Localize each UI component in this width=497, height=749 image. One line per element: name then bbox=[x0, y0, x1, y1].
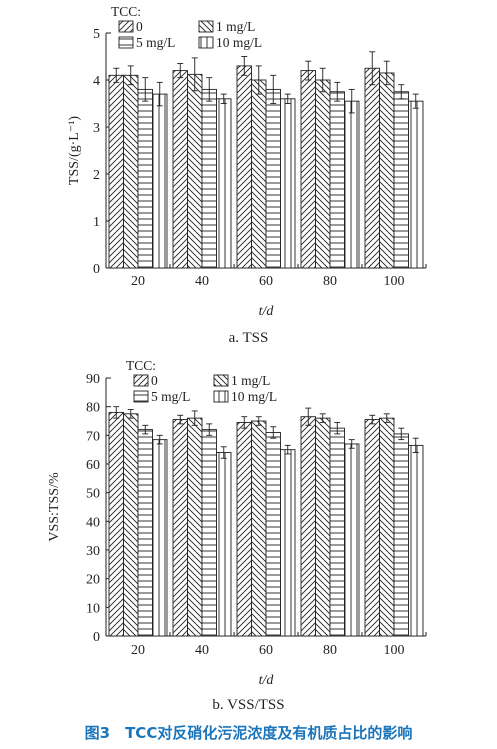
bar bbox=[236, 421, 252, 637]
legend: TCC:0 1 mg/L 5 mg/L 10 mg/L bbox=[111, 4, 262, 50]
bar bbox=[315, 79, 331, 269]
legend: TCC:0 1 mg/L 5 mg/L 10 mg/L bbox=[126, 358, 277, 404]
bar bbox=[393, 433, 409, 637]
bar bbox=[265, 432, 281, 637]
bar bbox=[329, 427, 345, 637]
x-tick-label: 60 bbox=[259, 643, 273, 658]
bar bbox=[408, 100, 424, 269]
x-tick-label: 60 bbox=[259, 274, 273, 289]
y-tick-label: 80 bbox=[86, 401, 100, 416]
x-tick-label: 100 bbox=[384, 274, 405, 289]
vss-tss-chart: 0 10 20 30 40 50 60 70 80 90 20 40 60 80 100 t/d VSS:TSS… bbox=[47, 358, 427, 688]
figure-caption: 图3 TCC对反硝化污泥浓度及有机质占比的影响 bbox=[84, 724, 413, 742]
legend-label: 10 mg/L bbox=[231, 389, 277, 404]
bar bbox=[265, 88, 281, 269]
x-axis-title: t/d bbox=[259, 304, 275, 319]
chart-panel-vss-tss: 0 10 20 30 40 50 60 70 80 90 20 40 60 80 100 t/d VSS:TSS… bbox=[0, 358, 497, 707]
bar bbox=[187, 73, 203, 269]
bar bbox=[251, 420, 267, 637]
bar bbox=[137, 429, 153, 637]
y-tick-label: 10 bbox=[86, 601, 100, 616]
bar bbox=[344, 443, 360, 637]
bar bbox=[280, 98, 296, 269]
y-tick-label: 3 bbox=[93, 121, 100, 136]
y-tick-label: 5 bbox=[93, 27, 100, 42]
subcaption-vss-tss: b. VSS/TSS bbox=[212, 697, 285, 713]
legend-label: 10 mg/L bbox=[216, 35, 262, 50]
y-tick-label: 90 bbox=[86, 372, 100, 387]
legend-swatch bbox=[118, 36, 134, 49]
x-tick-label: 80 bbox=[323, 643, 337, 658]
bar bbox=[393, 91, 409, 269]
legend-label: 1 mg/L bbox=[216, 19, 255, 34]
y-tick-label: 40 bbox=[86, 515, 100, 530]
x-axis-title: t/d bbox=[259, 673, 275, 688]
bar bbox=[152, 93, 168, 269]
x-tick-label: 40 bbox=[195, 274, 209, 289]
x-tick-label: 20 bbox=[131, 274, 145, 289]
chart-panel-tss: 0 1 2 3 4 5 20 40 60 80 100 t/d TSS/(g·L⁻¹) TCC: 0 1 mg… bbox=[0, 0, 497, 345]
bar bbox=[364, 419, 380, 637]
x-tick-label: 100 bbox=[384, 643, 405, 658]
bar bbox=[344, 100, 360, 269]
legend-swatch bbox=[118, 20, 134, 33]
bar bbox=[379, 417, 395, 637]
bar bbox=[251, 79, 267, 269]
y-tick-label: 70 bbox=[86, 429, 100, 444]
legend-label: 5 mg/L bbox=[136, 35, 175, 50]
legend-swatch bbox=[133, 374, 149, 387]
y-tick-label: 1 bbox=[93, 215, 100, 230]
bar bbox=[329, 91, 345, 269]
x-tick-label: 80 bbox=[323, 274, 337, 289]
bar bbox=[315, 417, 331, 637]
bar bbox=[364, 67, 380, 269]
bar bbox=[216, 452, 232, 637]
bar bbox=[123, 413, 139, 637]
y-tick-label: 0 bbox=[93, 630, 100, 645]
y-tick-label: 0 bbox=[93, 262, 100, 277]
bar bbox=[201, 429, 217, 637]
legend-label: 0 bbox=[136, 19, 143, 34]
y-tick-label: 20 bbox=[86, 573, 100, 588]
bar bbox=[152, 439, 168, 637]
bar bbox=[280, 449, 296, 637]
bar bbox=[172, 419, 188, 637]
bar bbox=[187, 417, 203, 637]
legend-title: TCC: bbox=[111, 4, 141, 19]
bar bbox=[379, 72, 395, 269]
legend-swatch bbox=[213, 374, 229, 387]
bar bbox=[108, 74, 124, 269]
bar bbox=[216, 98, 232, 269]
y-tick-label: 60 bbox=[86, 458, 100, 473]
legend-label: 1 mg/L bbox=[231, 373, 270, 388]
y-tick-label: 30 bbox=[86, 544, 100, 559]
y-tick-label: 50 bbox=[86, 487, 100, 502]
bar bbox=[300, 416, 316, 637]
legend-title: TCC: bbox=[126, 358, 156, 373]
y-tick-label: 4 bbox=[93, 74, 100, 89]
bar bbox=[408, 444, 424, 637]
bar bbox=[108, 411, 124, 637]
x-tick-label: 20 bbox=[131, 643, 145, 658]
legend-swatch bbox=[198, 20, 214, 33]
bar bbox=[201, 88, 217, 269]
bar bbox=[300, 70, 316, 269]
bar bbox=[137, 88, 153, 269]
x-tick-label: 40 bbox=[195, 643, 209, 658]
y-tick-label: 2 bbox=[93, 168, 100, 183]
y-axis-title: VSS:TSS/% bbox=[47, 472, 62, 542]
bar bbox=[172, 70, 188, 269]
legend-label: 5 mg/L bbox=[151, 389, 190, 404]
legend-swatch bbox=[213, 390, 229, 403]
y-axis-title: TSS/(g·L⁻¹) bbox=[67, 116, 82, 185]
subcaption-tss: a. TSS bbox=[228, 330, 269, 346]
legend-swatch bbox=[198, 36, 214, 49]
bar bbox=[236, 65, 252, 269]
legend-label: 0 bbox=[151, 373, 158, 388]
bar bbox=[123, 74, 139, 269]
legend-swatch bbox=[133, 390, 149, 403]
